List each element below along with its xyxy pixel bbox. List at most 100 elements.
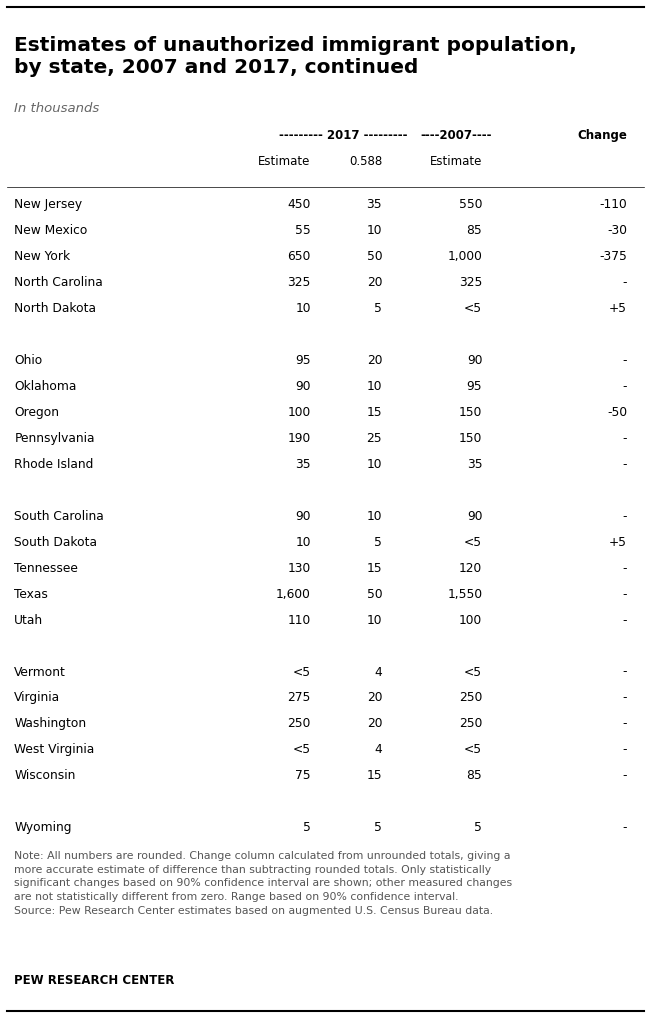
Text: 250: 250 xyxy=(287,717,311,730)
Text: 55: 55 xyxy=(295,224,311,236)
Text: 250: 250 xyxy=(459,717,482,730)
Text: Estimate: Estimate xyxy=(430,155,482,169)
Text: 0.588: 0.588 xyxy=(349,155,382,169)
Text: Oregon: Oregon xyxy=(14,406,59,418)
Text: 90: 90 xyxy=(467,354,482,366)
Text: In thousands: In thousands xyxy=(14,102,99,116)
Text: -: - xyxy=(623,692,627,705)
Text: 110: 110 xyxy=(287,614,311,626)
Text: 15: 15 xyxy=(367,562,382,575)
Text: Ohio: Ohio xyxy=(14,354,42,366)
Text: ----2007----: ----2007---- xyxy=(421,129,492,142)
Text: <5: <5 xyxy=(464,666,482,678)
Text: 50: 50 xyxy=(367,250,382,263)
Text: Wisconsin: Wisconsin xyxy=(14,769,75,783)
Text: -: - xyxy=(623,769,627,783)
Text: Oklahoma: Oklahoma xyxy=(14,380,77,393)
Text: -: - xyxy=(623,276,627,288)
Text: South Dakota: South Dakota xyxy=(14,536,98,548)
Text: 5: 5 xyxy=(474,821,482,835)
Text: 90: 90 xyxy=(295,509,311,523)
Text: <5: <5 xyxy=(464,302,482,315)
Text: 325: 325 xyxy=(287,276,311,288)
Text: 100: 100 xyxy=(459,614,482,626)
Text: 450: 450 xyxy=(287,197,311,211)
Text: -30: -30 xyxy=(607,224,627,236)
Text: 190: 190 xyxy=(287,432,311,445)
Text: -: - xyxy=(623,821,627,835)
Text: North Carolina: North Carolina xyxy=(14,276,103,288)
Text: 95: 95 xyxy=(467,380,482,393)
Text: -: - xyxy=(623,744,627,756)
Text: 550: 550 xyxy=(459,197,482,211)
Text: 35: 35 xyxy=(367,197,382,211)
Text: Utah: Utah xyxy=(14,614,44,626)
Text: West Virginia: West Virginia xyxy=(14,744,94,756)
Text: <5: <5 xyxy=(292,744,311,756)
Text: Note: All numbers are rounded. Change column calculated from unrounded totals, g: Note: All numbers are rounded. Change co… xyxy=(14,851,512,916)
Text: 120: 120 xyxy=(459,562,482,575)
Text: Rhode Island: Rhode Island xyxy=(14,457,94,471)
Text: Change: Change xyxy=(577,129,627,142)
Text: Vermont: Vermont xyxy=(14,666,66,678)
Text: +5: +5 xyxy=(609,536,627,548)
Text: -50: -50 xyxy=(607,406,627,418)
Text: 1,000: 1,000 xyxy=(447,250,482,263)
Text: -: - xyxy=(623,509,627,523)
Text: 5: 5 xyxy=(303,821,311,835)
Text: Wyoming: Wyoming xyxy=(14,821,72,835)
Text: -: - xyxy=(623,717,627,730)
Text: North Dakota: North Dakota xyxy=(14,302,96,315)
Text: Washington: Washington xyxy=(14,717,86,730)
Text: 10: 10 xyxy=(295,536,311,548)
Text: -: - xyxy=(623,354,627,366)
Text: 10: 10 xyxy=(367,614,382,626)
Text: 5: 5 xyxy=(374,821,382,835)
Text: 15: 15 xyxy=(367,769,382,783)
Text: 130: 130 xyxy=(287,562,311,575)
Text: PEW RESEARCH CENTER: PEW RESEARCH CENTER xyxy=(14,974,175,987)
Text: -: - xyxy=(623,432,627,445)
Text: 325: 325 xyxy=(459,276,482,288)
Text: New Mexico: New Mexico xyxy=(14,224,88,236)
Text: 4: 4 xyxy=(374,666,382,678)
Text: 85: 85 xyxy=(467,224,482,236)
Text: 10: 10 xyxy=(367,457,382,471)
Text: -375: -375 xyxy=(599,250,627,263)
Text: Texas: Texas xyxy=(14,587,48,601)
Text: 4: 4 xyxy=(374,744,382,756)
Text: 90: 90 xyxy=(467,509,482,523)
Text: 20: 20 xyxy=(367,717,382,730)
Text: -: - xyxy=(623,587,627,601)
Text: Tennessee: Tennessee xyxy=(14,562,78,575)
Text: <5: <5 xyxy=(464,744,482,756)
Text: 85: 85 xyxy=(467,769,482,783)
Text: +5: +5 xyxy=(609,302,627,315)
Text: 1,600: 1,600 xyxy=(276,587,311,601)
Text: -110: -110 xyxy=(599,197,627,211)
Text: 275: 275 xyxy=(287,692,311,705)
Text: 15: 15 xyxy=(367,406,382,418)
Text: Pennsylvania: Pennsylvania xyxy=(14,432,95,445)
Text: 95: 95 xyxy=(295,354,311,366)
Text: 20: 20 xyxy=(367,354,382,366)
Text: 150: 150 xyxy=(459,432,482,445)
Text: -: - xyxy=(623,380,627,393)
Text: 35: 35 xyxy=(467,457,482,471)
Text: 10: 10 xyxy=(367,380,382,393)
Text: New Jersey: New Jersey xyxy=(14,197,83,211)
Text: 250: 250 xyxy=(459,692,482,705)
Text: 20: 20 xyxy=(367,692,382,705)
Text: 150: 150 xyxy=(459,406,482,418)
Text: -: - xyxy=(623,562,627,575)
Text: Estimate: Estimate xyxy=(258,155,311,169)
Text: South Carolina: South Carolina xyxy=(14,509,104,523)
Text: -: - xyxy=(623,666,627,678)
Text: 35: 35 xyxy=(295,457,311,471)
Text: 90: 90 xyxy=(295,380,311,393)
Text: -: - xyxy=(623,457,627,471)
Text: 25: 25 xyxy=(367,432,382,445)
Text: 10: 10 xyxy=(367,224,382,236)
Text: New York: New York xyxy=(14,250,70,263)
Text: 1,550: 1,550 xyxy=(447,587,482,601)
